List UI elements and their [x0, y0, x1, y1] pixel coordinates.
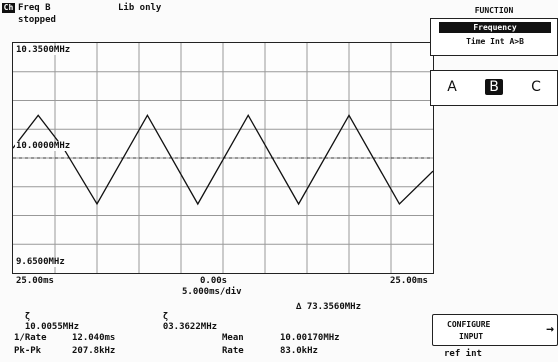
time-right-label: 25.00ms: [390, 276, 428, 286]
time-scale-label: 5.000ms/div: [182, 287, 242, 297]
cursor-1-value: 10.0055MHz: [24, 322, 80, 332]
measurement-title: Freq B: [18, 3, 51, 13]
rate-inverse-value: 12.040ms: [72, 333, 116, 343]
upper-level-label: 10.3500MHz: [15, 45, 72, 55]
center-level-label: 10.0000MHz: [15, 141, 72, 151]
function-option-frequency[interactable]: Frequency: [439, 22, 551, 33]
cursor-delta-readout: ∆ 73.3560MHz: [296, 302, 362, 312]
mean-label: Mean: [222, 333, 244, 343]
cursor-2-icon: ζ: [162, 312, 169, 322]
cursor-2-value: 03.3622MHz: [162, 322, 218, 332]
channel-c-button[interactable]: C: [531, 79, 541, 95]
configure-label: CONFIGURE: [447, 320, 491, 329]
channel-badge: Ch: [2, 3, 15, 13]
pkpk-label: Pk-Pk: [14, 346, 42, 356]
rate-value: 83.0kHz: [280, 346, 318, 356]
pkpk-value: 207.8kHz: [72, 346, 116, 356]
time-left-label: 25.00ms: [16, 276, 54, 286]
cursor-2-readout: ζ 03.3622MHz: [152, 302, 217, 332]
channel-b-button[interactable]: B: [485, 79, 503, 95]
rate-label: Rate: [222, 346, 244, 356]
rate-inverse-label: 1/Rate: [14, 333, 47, 343]
function-menu[interactable]: Frequency Time Int A>B: [430, 18, 558, 56]
configure-input-button[interactable]: CONFIGURE INPUT →: [432, 314, 558, 346]
reference-status: ref int: [444, 349, 482, 359]
waveform-plot: [13, 43, 433, 273]
lower-level-label: 9.6500MHz: [15, 257, 66, 267]
cursor-1-icon: ζ: [24, 312, 31, 322]
channel-a-button[interactable]: A: [447, 79, 457, 95]
frequency-trace: [13, 113, 433, 206]
mode-label: Lib only: [118, 3, 162, 13]
input-label: INPUT: [459, 332, 484, 341]
plot-area[interactable]: 10.3500MHz 10.0000MHz 9.6500MHz: [12, 42, 434, 274]
time-center-label: 0.00s: [200, 276, 228, 286]
arrow-right-icon: →: [546, 322, 554, 337]
cursor-1-readout: ζ 10.0055MHz: [14, 302, 79, 332]
channel-selector: A B C: [430, 70, 558, 106]
function-menu-title: FUNCTION: [474, 6, 514, 15]
function-option-time-interval[interactable]: Time Int A>B: [466, 37, 524, 46]
mean-value: 10.00170MHz: [280, 333, 340, 343]
acquisition-status: stopped: [18, 15, 56, 25]
